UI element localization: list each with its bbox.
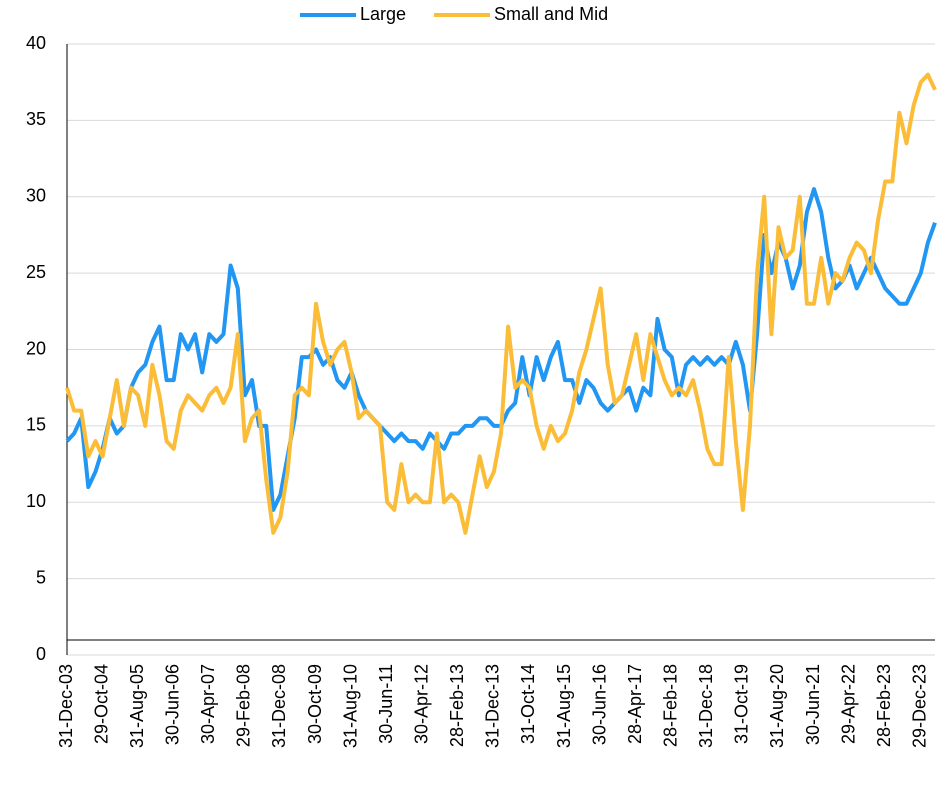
- x-tick-label: 31-Dec-13: [483, 664, 503, 748]
- legend-label: Large: [360, 4, 406, 24]
- x-tick-label: 29-Oct-04: [91, 664, 111, 744]
- x-tick-label: 30-Jun-21: [803, 664, 823, 745]
- x-tick-label: 30-Apr-07: [198, 664, 218, 744]
- x-tick-label: 30-Jun-16: [589, 664, 609, 745]
- x-tick-label: 31-Dec-03: [56, 664, 76, 748]
- x-tick-label: 31-Oct-19: [732, 664, 752, 744]
- x-tick-label: 31-Aug-15: [554, 664, 574, 748]
- x-tick-label: 29-Feb-08: [234, 664, 254, 747]
- legend-label: Small and Mid: [494, 4, 608, 24]
- y-tick-label: 40: [26, 33, 46, 53]
- y-tick-label: 10: [26, 491, 46, 511]
- x-tick-label: 30-Oct-09: [305, 664, 325, 744]
- x-tick-label: 31-Oct-14: [518, 664, 538, 744]
- line-series: [65, 72, 937, 535]
- x-tick-label: 29-Dec-23: [910, 664, 930, 748]
- x-tick-label: 31-Dec-08: [269, 664, 289, 748]
- y-tick-label: 25: [26, 262, 46, 282]
- x-tick-label: 30-Jun-06: [162, 664, 182, 745]
- x-tick-label: 31-Aug-20: [767, 664, 787, 748]
- x-tick-label: 28-Apr-17: [625, 664, 645, 744]
- x-tick-label: 30-Apr-12: [411, 664, 431, 744]
- y-tick-label: 15: [26, 415, 46, 435]
- x-tick-label: 28-Feb-23: [874, 664, 894, 747]
- x-tick-label: 31-Dec-18: [696, 664, 716, 748]
- x-tick-label: 30-Jun-11: [376, 664, 396, 744]
- y-tick-label: 0: [36, 644, 46, 664]
- x-tick-label: 31-Aug-05: [127, 664, 147, 748]
- x-tick-label: 29-Apr-22: [838, 664, 858, 744]
- y-tick-label: 5: [36, 567, 46, 587]
- x-tick-label: 28-Feb-13: [447, 664, 467, 747]
- x-tick-label: 31-Aug-10: [340, 664, 360, 748]
- y-tick-label: 30: [26, 186, 46, 206]
- y-tick-label: 35: [26, 109, 46, 129]
- y-tick-label: 20: [26, 338, 46, 358]
- x-tick-label: 28-Feb-18: [661, 664, 681, 747]
